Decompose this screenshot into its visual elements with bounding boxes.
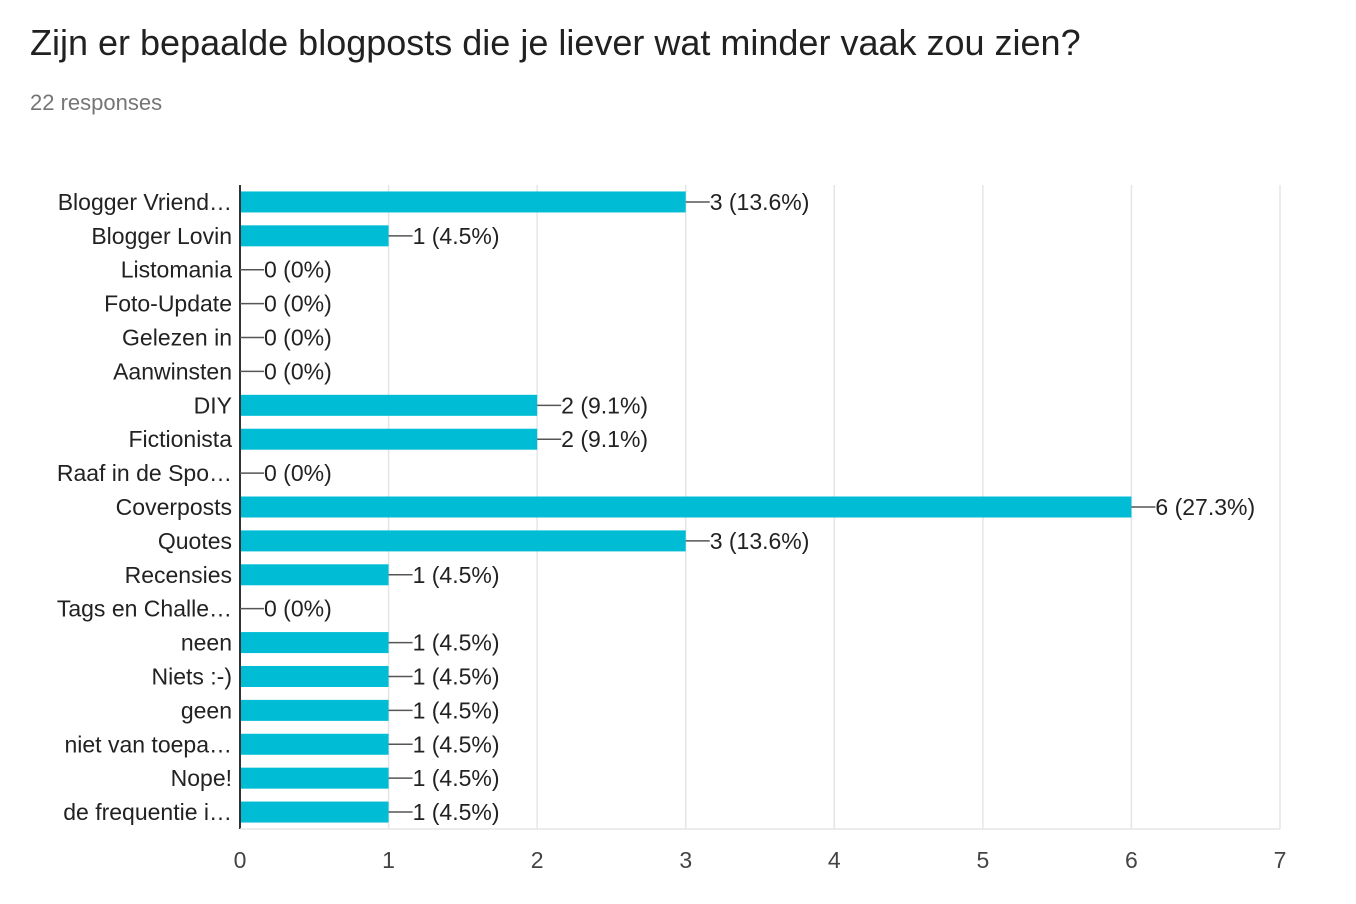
bar <box>240 665 389 687</box>
category-label: Fictionista <box>128 426 232 452</box>
data-label: 0 (0%) <box>264 460 332 486</box>
chart-title: Zijn er bepaalde blogposts die je liever… <box>30 22 1081 63</box>
bar <box>240 225 389 247</box>
response-count: 22 responses <box>30 90 163 115</box>
data-label: 1 (4.5%) <box>413 799 500 825</box>
bar <box>240 564 389 586</box>
data-label: 0 (0%) <box>264 596 332 622</box>
category-label: Aanwinsten <box>113 358 232 384</box>
bar <box>240 428 538 450</box>
bar <box>240 530 686 552</box>
bar <box>240 191 686 213</box>
category-label: neen <box>181 630 232 656</box>
data-label: 3 (13.6%) <box>710 528 810 554</box>
data-label: 1 (4.5%) <box>413 765 500 791</box>
category-label: geen <box>181 697 232 723</box>
data-label: 1 (4.5%) <box>413 731 500 757</box>
category-label: Gelezen in <box>122 325 232 351</box>
data-label: 6 (27.3%) <box>1155 494 1255 520</box>
data-label: 0 (0%) <box>264 257 332 283</box>
data-label: 0 (0%) <box>264 325 332 351</box>
bar <box>240 733 389 755</box>
category-label: Listomania <box>121 257 232 283</box>
data-label: 1 (4.5%) <box>413 663 500 689</box>
x-tick-label: 0 <box>234 847 247 873</box>
data-label: 1 (4.5%) <box>413 562 500 588</box>
category-label: Coverposts <box>116 494 232 520</box>
category-label: Raaf in de Spo… <box>57 460 232 486</box>
data-label: 0 (0%) <box>264 291 332 317</box>
category-label: de frequentie i… <box>63 799 232 825</box>
category-label: Quotes <box>158 528 232 554</box>
category-label: Recensies <box>125 562 232 588</box>
data-label: 2 (9.1%) <box>561 426 648 452</box>
category-label: Tags en Challe… <box>57 596 232 622</box>
bar <box>240 801 389 823</box>
bar <box>240 632 389 654</box>
category-label: DIY <box>194 392 232 418</box>
category-label: Foto-Update <box>104 291 232 317</box>
labels: 0 1 2 3 4 5 6 7 3 (13.6%) Blogger Vriend… 1 (4.5%)… <box>57 189 1287 873</box>
bar <box>240 394 538 416</box>
data-label: 0 (0%) <box>264 358 332 384</box>
category-label: Niets :-) <box>152 663 233 689</box>
category-label: Nope! <box>171 765 232 791</box>
x-tick-label: 7 <box>1274 847 1287 873</box>
bar <box>240 767 389 789</box>
category-label: niet van toepa… <box>64 731 232 757</box>
x-tick-label: 5 <box>976 847 989 873</box>
bar <box>240 699 389 721</box>
x-tick-label: 3 <box>679 847 692 873</box>
data-label: 1 (4.5%) <box>413 697 500 723</box>
data-label: 2 (9.1%) <box>561 392 648 418</box>
bar <box>240 496 1132 518</box>
data-label: 1 (4.5%) <box>413 630 500 656</box>
x-tick-label: 4 <box>828 847 841 873</box>
category-label: Blogger Lovin <box>91 223 232 249</box>
data-label: 1 (4.5%) <box>413 223 500 249</box>
x-tick-label: 6 <box>1125 847 1138 873</box>
axes <box>239 185 1280 830</box>
x-tick-label: 1 <box>382 847 395 873</box>
category-label: Blogger Vriend… <box>58 189 232 215</box>
bars <box>240 191 1132 823</box>
x-tick-label: 2 <box>531 847 544 873</box>
data-label: 3 (13.6%) <box>710 189 810 215</box>
